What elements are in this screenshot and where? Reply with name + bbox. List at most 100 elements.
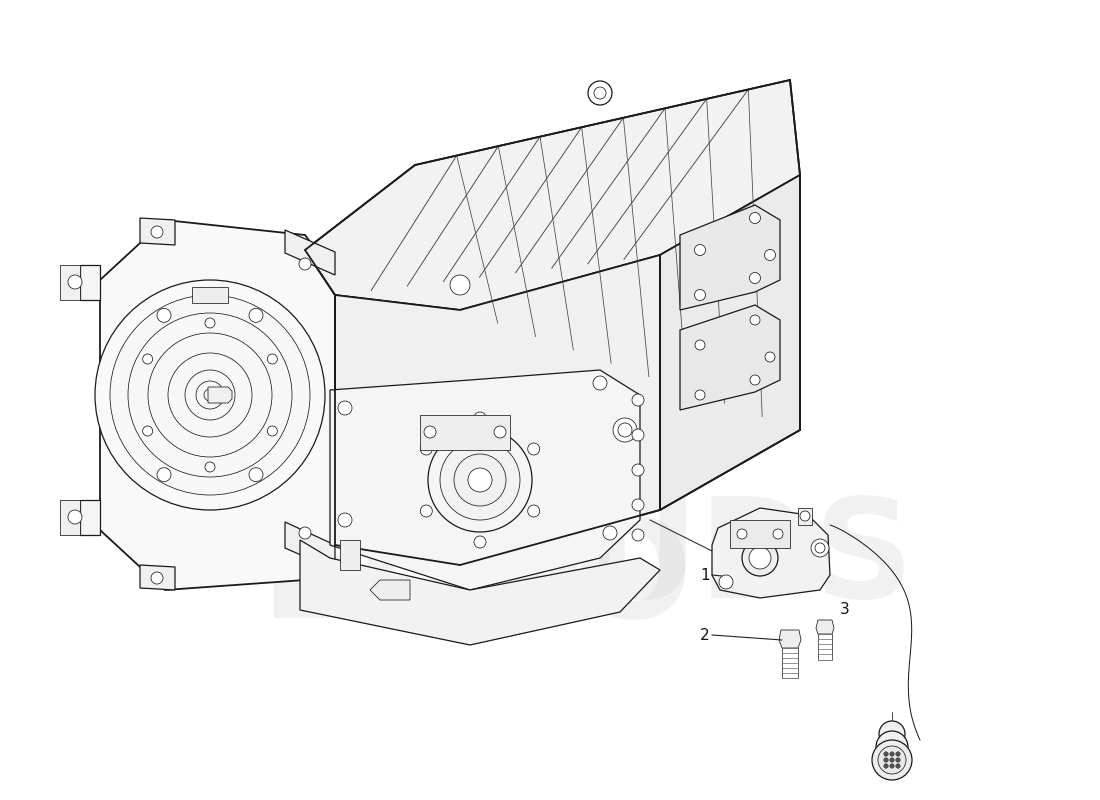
- Circle shape: [895, 758, 900, 762]
- Polygon shape: [60, 265, 80, 300]
- Circle shape: [879, 721, 905, 747]
- Circle shape: [811, 539, 829, 557]
- Polygon shape: [660, 175, 800, 510]
- Circle shape: [695, 340, 705, 350]
- Circle shape: [420, 505, 432, 517]
- Polygon shape: [100, 220, 336, 590]
- Circle shape: [299, 258, 311, 270]
- Text: EURO: EURO: [260, 513, 693, 647]
- Polygon shape: [420, 415, 510, 450]
- Circle shape: [749, 273, 760, 283]
- Circle shape: [299, 527, 311, 539]
- Polygon shape: [370, 580, 410, 600]
- Circle shape: [157, 468, 170, 482]
- Circle shape: [742, 540, 778, 576]
- Circle shape: [338, 513, 352, 527]
- Polygon shape: [816, 620, 834, 634]
- Circle shape: [143, 354, 153, 364]
- Polygon shape: [140, 218, 175, 245]
- Circle shape: [267, 426, 277, 436]
- Polygon shape: [340, 540, 360, 570]
- Circle shape: [773, 529, 783, 539]
- Circle shape: [876, 731, 907, 763]
- Circle shape: [588, 81, 612, 105]
- Circle shape: [749, 213, 760, 223]
- Circle shape: [632, 429, 644, 441]
- Polygon shape: [192, 287, 228, 303]
- Circle shape: [168, 353, 252, 437]
- Polygon shape: [779, 630, 801, 648]
- Circle shape: [468, 468, 492, 492]
- Circle shape: [594, 87, 606, 99]
- Circle shape: [737, 529, 747, 539]
- Circle shape: [750, 375, 760, 385]
- Circle shape: [632, 529, 644, 541]
- Circle shape: [474, 412, 486, 424]
- Polygon shape: [140, 565, 175, 590]
- Polygon shape: [798, 508, 812, 525]
- Circle shape: [694, 290, 705, 301]
- Text: 3: 3: [840, 602, 849, 618]
- Circle shape: [454, 454, 506, 506]
- Circle shape: [632, 499, 644, 511]
- Circle shape: [719, 575, 733, 589]
- Polygon shape: [730, 520, 790, 548]
- Circle shape: [249, 468, 263, 482]
- Circle shape: [695, 390, 705, 400]
- Polygon shape: [285, 230, 336, 275]
- Circle shape: [613, 418, 637, 442]
- Circle shape: [878, 746, 906, 774]
- Circle shape: [128, 313, 292, 477]
- Circle shape: [883, 752, 888, 756]
- Circle shape: [764, 250, 776, 261]
- Circle shape: [890, 752, 894, 756]
- Circle shape: [420, 443, 432, 455]
- Circle shape: [694, 245, 705, 255]
- Polygon shape: [305, 80, 800, 310]
- Circle shape: [494, 426, 506, 438]
- Circle shape: [603, 526, 617, 540]
- Circle shape: [800, 511, 810, 521]
- Circle shape: [110, 295, 310, 495]
- Circle shape: [528, 443, 540, 455]
- Circle shape: [68, 510, 82, 524]
- Circle shape: [593, 376, 607, 390]
- Circle shape: [749, 547, 771, 569]
- Circle shape: [196, 381, 224, 409]
- Circle shape: [632, 464, 644, 476]
- Circle shape: [632, 394, 644, 406]
- Circle shape: [157, 308, 170, 322]
- Polygon shape: [300, 540, 660, 645]
- Circle shape: [204, 389, 216, 401]
- Polygon shape: [208, 387, 232, 403]
- Circle shape: [890, 764, 894, 768]
- Polygon shape: [285, 522, 336, 570]
- Circle shape: [890, 758, 894, 762]
- Polygon shape: [80, 265, 100, 300]
- Polygon shape: [680, 305, 780, 410]
- Circle shape: [815, 543, 825, 553]
- Text: BUDS: BUDS: [480, 493, 914, 627]
- Circle shape: [338, 401, 352, 415]
- Circle shape: [151, 226, 163, 238]
- Circle shape: [872, 740, 912, 780]
- Circle shape: [185, 370, 235, 420]
- Polygon shape: [330, 370, 640, 590]
- Circle shape: [249, 308, 263, 322]
- Circle shape: [750, 315, 760, 325]
- Circle shape: [883, 758, 888, 762]
- Circle shape: [148, 333, 272, 457]
- Circle shape: [440, 440, 520, 520]
- Circle shape: [205, 462, 214, 472]
- Circle shape: [205, 318, 214, 328]
- Circle shape: [450, 275, 470, 295]
- Circle shape: [424, 426, 436, 438]
- Circle shape: [428, 428, 532, 532]
- Circle shape: [883, 764, 888, 768]
- Polygon shape: [712, 508, 830, 598]
- Text: a passion
since 1985: a passion since 1985: [282, 438, 459, 542]
- Circle shape: [764, 352, 776, 362]
- Polygon shape: [336, 255, 660, 565]
- Ellipse shape: [95, 280, 324, 510]
- Polygon shape: [80, 500, 100, 535]
